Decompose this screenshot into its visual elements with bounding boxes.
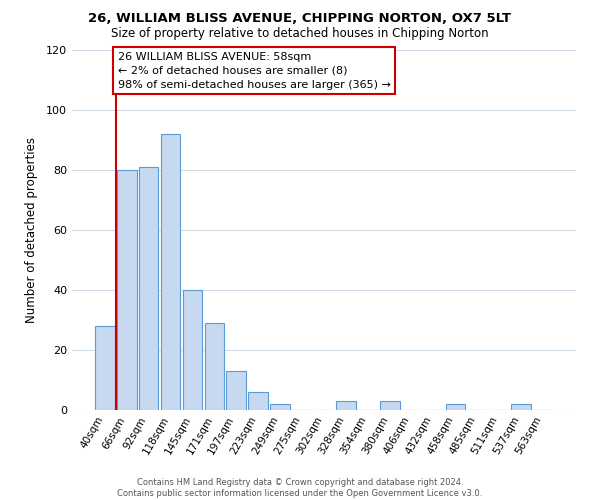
Text: 26 WILLIAM BLISS AVENUE: 58sqm
← 2% of detached houses are smaller (8)
98% of se: 26 WILLIAM BLISS AVENUE: 58sqm ← 2% of d… [118,52,391,90]
Bar [270,404,290,410]
Bar [139,167,158,410]
Text: Contains HM Land Registry data © Crown copyright and database right 2024.
Contai: Contains HM Land Registry data © Crown c… [118,478,482,498]
Text: 26, WILLIAM BLISS AVENUE, CHIPPING NORTON, OX7 5LT: 26, WILLIAM BLISS AVENUE, CHIPPING NORTO… [89,12,511,26]
Bar [248,392,268,410]
Bar [182,290,202,410]
Bar [336,401,356,410]
Bar [226,371,246,410]
Bar [205,323,224,410]
Bar [511,404,531,410]
Text: Size of property relative to detached houses in Chipping Norton: Size of property relative to detached ho… [111,28,489,40]
Y-axis label: Number of detached properties: Number of detached properties [25,137,38,323]
Bar [161,134,181,410]
Bar [380,401,400,410]
Bar [446,404,466,410]
Bar [117,170,137,410]
Bar [95,326,115,410]
